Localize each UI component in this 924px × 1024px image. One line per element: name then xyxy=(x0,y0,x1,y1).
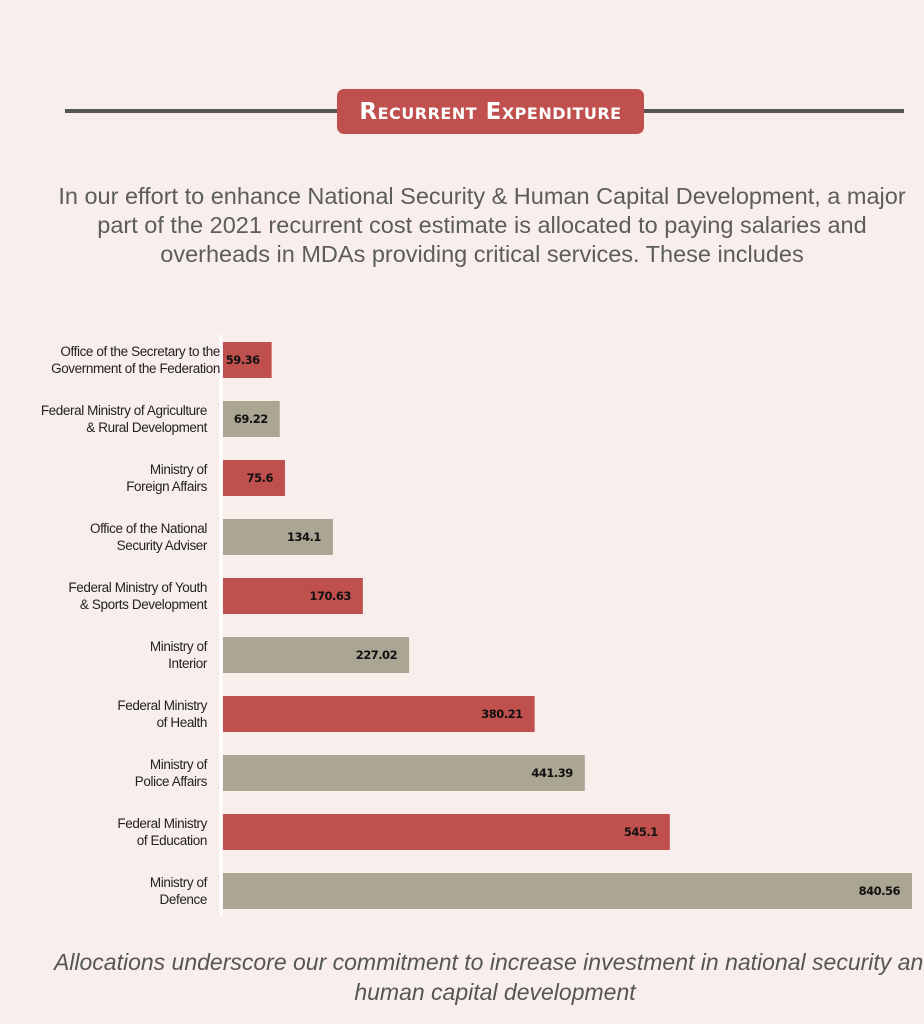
category-label: Federal Ministry of Youth xyxy=(68,580,207,595)
category-label: Office of the Secretary to the xyxy=(60,344,220,359)
category-label: of Education xyxy=(137,833,207,848)
bar-value-label: 59.36 xyxy=(226,353,260,367)
category-label: Ministry of xyxy=(150,757,208,772)
category-label: Office of the National xyxy=(90,521,207,536)
bar-chart: 59.36 Office of the Secretary to the Gover… xyxy=(41,335,912,915)
bar xyxy=(223,578,363,614)
bar-value-label: 545.1 xyxy=(624,825,658,839)
bar xyxy=(223,637,410,673)
category-label: Ministry of xyxy=(150,462,208,477)
bar xyxy=(223,401,280,437)
category-label: Interior xyxy=(168,656,208,671)
category-label: Federal Ministry xyxy=(117,698,207,713)
category-label: Ministry of xyxy=(150,875,208,890)
bar xyxy=(223,755,585,791)
bar xyxy=(223,814,670,850)
bar xyxy=(223,873,912,909)
bar xyxy=(223,342,272,378)
category-label: Government of the Federation xyxy=(51,361,220,376)
bar-value-label: 441.39 xyxy=(531,766,573,780)
category-label: Federal Ministry of Agriculture xyxy=(41,403,207,418)
category-label: of Health xyxy=(157,715,207,730)
bar-value-label: 75.6 xyxy=(247,471,274,485)
intro-text: In our effort to enhance National Securi… xyxy=(58,183,906,267)
bar xyxy=(223,519,333,555)
category-label: Defence xyxy=(160,892,207,907)
chart-title: Recurrent Expenditure xyxy=(337,89,644,134)
bar xyxy=(223,696,535,732)
category-label: Federal Ministry xyxy=(117,816,207,831)
bar-value-label: 840.56 xyxy=(859,884,901,898)
bar-value-label: 227.02 xyxy=(356,648,397,662)
bar-value-label: 380.21 xyxy=(481,707,523,721)
bar-value-label: 170.63 xyxy=(309,589,351,603)
category-label: Ministry of xyxy=(150,639,208,654)
category-label: & Rural Development xyxy=(86,420,207,435)
category-label: & Sports Development xyxy=(80,597,208,612)
category-label: Security Adviser xyxy=(117,538,208,553)
category-label: Foreign Affairs xyxy=(126,479,207,494)
category-label: Police Affairs xyxy=(135,774,208,789)
bar-value-label: 69.22 xyxy=(234,412,268,426)
footer-text: Allocations underscore our commitment to… xyxy=(53,949,924,1005)
title-rule-right xyxy=(642,109,904,113)
bar-value-label: 134.1 xyxy=(287,530,321,544)
bar xyxy=(223,460,285,496)
title-rule-left xyxy=(65,109,340,113)
